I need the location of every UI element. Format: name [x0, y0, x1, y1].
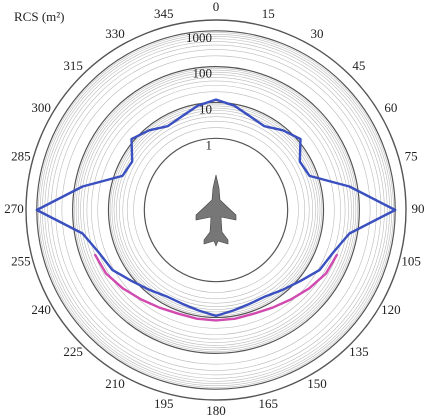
r-tick-label: 1 [206, 137, 213, 152]
theta-tick-label: 135 [349, 344, 369, 359]
theta-tick-label: 315 [63, 58, 83, 73]
minor-grid [75, 69, 357, 351]
grid-ring [72, 66, 360, 354]
minor-grid [47, 41, 385, 379]
minor-grid [126, 120, 306, 300]
minor-grid [91, 85, 341, 335]
minor-grid [80, 74, 352, 346]
theta-tick-label: 330 [105, 26, 125, 41]
theta-tick-label: 345 [154, 6, 174, 21]
theta-tick-label: 285 [11, 149, 31, 164]
theta-tick-label: 240 [31, 302, 51, 317]
minor-grid [111, 105, 321, 315]
theta-tick-label: 195 [154, 396, 174, 411]
plot [35, 98, 397, 322]
theta-tick-label: 210 [105, 376, 125, 391]
r-tick-label: 100 [193, 66, 213, 81]
minor-grid [42, 36, 390, 384]
theta-tick-label: 120 [381, 302, 401, 317]
minor-grid [86, 80, 346, 340]
minor-grid [50, 44, 382, 376]
chart-title: RCS (m²) [14, 9, 65, 24]
theta-tick-label: 165 [259, 396, 279, 411]
minor-grid [83, 77, 349, 343]
aircraft-icon [195, 174, 237, 247]
series-line [35, 98, 397, 318]
theta-tick-label: 180 [206, 403, 226, 415]
theta-tick-label: 90 [412, 201, 425, 216]
theta-tick-label: 60 [384, 100, 397, 115]
theta-tick-label: 45 [352, 58, 365, 73]
minor-grid [116, 110, 316, 310]
minor-grid [77, 71, 355, 349]
minor-grid [39, 33, 393, 387]
theta-tick-label: 300 [31, 100, 51, 115]
theta-tick-label: 15 [262, 6, 275, 21]
minor-grid [133, 127, 299, 293]
minor-grid [113, 107, 319, 313]
theta-tick-label: 255 [11, 253, 31, 268]
minor-grid [73, 67, 359, 353]
minor-grid [97, 91, 335, 329]
r-tick-label: 1000 [186, 30, 212, 45]
theta-tick-label: 105 [401, 253, 421, 268]
theta-tick-label: 270 [4, 201, 24, 216]
theta-tick-label: 0 [213, 0, 220, 14]
series-line [93, 253, 339, 322]
minor-grid [44, 38, 388, 382]
minor-grid [55, 49, 377, 371]
minor-grid [122, 116, 310, 304]
grid-ring [143, 137, 289, 283]
theta-tick-label: 225 [63, 344, 83, 359]
minor-grid [118, 112, 314, 308]
theta-tick-label: 30 [311, 26, 324, 41]
theta-tick-label: 150 [307, 376, 327, 391]
grid-ring [107, 101, 325, 319]
theta-tick-label: 75 [405, 149, 418, 164]
minor-grid [61, 55, 371, 365]
